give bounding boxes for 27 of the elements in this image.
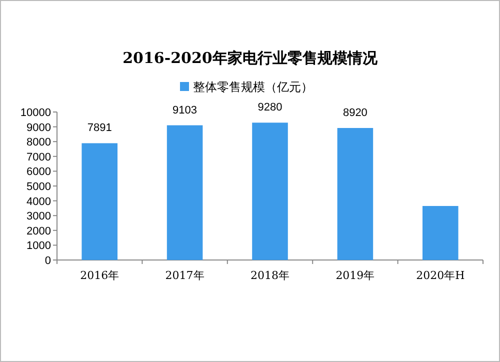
data-label: 9280 [258,102,282,114]
data-label: 8920 [342,106,368,119]
y-tick-label: 6000 [26,166,51,178]
x-tick-label: 2018年 [250,269,290,282]
y-tick-label: 9000 [26,122,51,134]
y-tick-label: 7000 [26,151,51,164]
x-tick-label: 2019年 [336,269,375,282]
bar [252,122,288,260]
y-tick-label: 4000 [26,196,51,208]
x-tick-label: 2017年 [165,269,204,282]
y-tick-label: 0 [44,255,51,267]
x-tick-label: 2016年 [80,269,120,282]
y-tick-label: 10000 [20,107,51,119]
x-tick-label: 2020年H [416,269,465,282]
chart-title: 2016-2020年家电行业零售规模情况 [122,49,378,67]
y-tick-label: 8000 [26,136,51,149]
data-label: 9103 [172,104,198,116]
bar [166,125,203,260]
legend-label: 整体零售规模（亿元） [193,80,313,94]
bar [82,143,118,260]
bar [422,206,458,260]
data-label: 7891 [87,122,112,134]
y-tick-label: 3000 [26,210,51,223]
y-tick-label: 1000 [26,240,51,252]
y-tick-label: 5000 [26,181,51,193]
bar [337,128,374,260]
y-tick-label: 2000 [26,225,51,238]
